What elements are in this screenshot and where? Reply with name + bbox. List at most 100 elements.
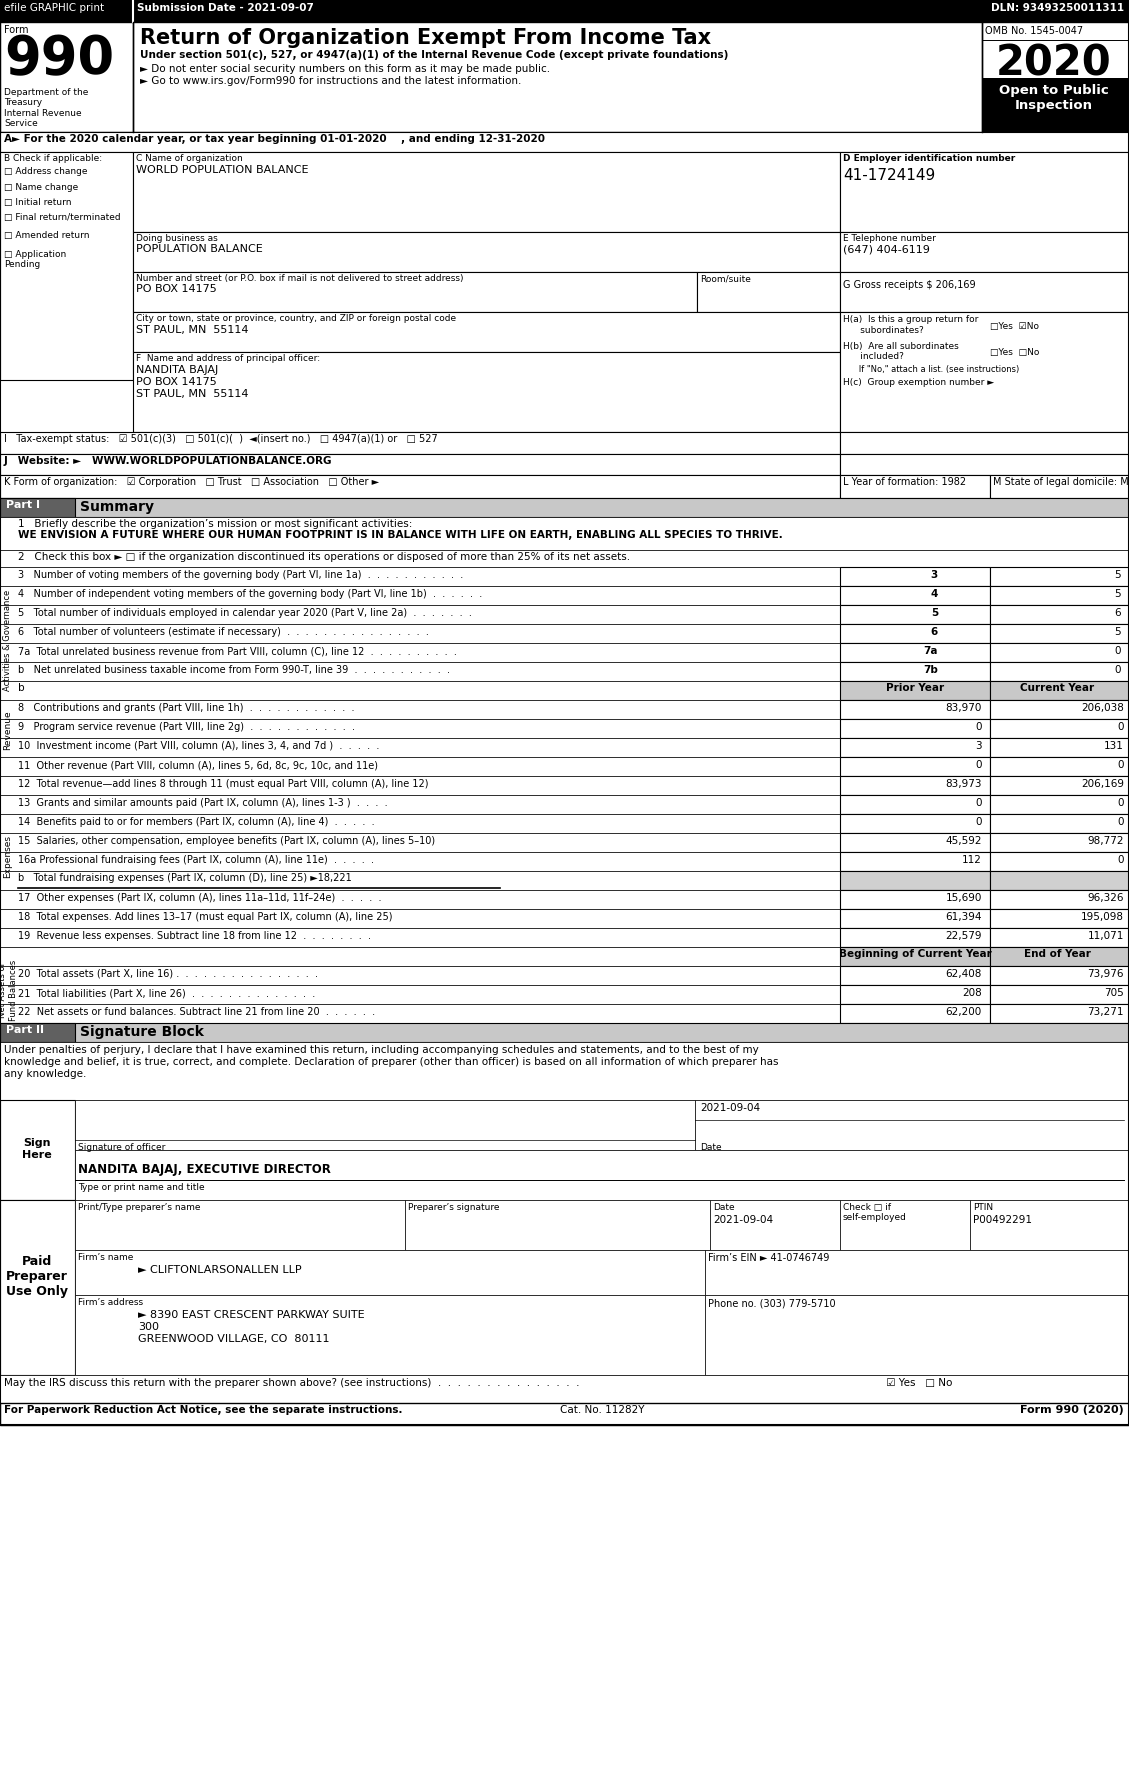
Text: □Yes  ☑No: □Yes ☑No [990,322,1039,331]
Bar [840,795,990,813]
Text: 5: 5 [1114,627,1121,638]
Bar [0,758,840,776]
Bar [405,1200,710,1250]
Bar [990,475,1129,498]
Text: Firm’s address: Firm’s address [78,1298,143,1307]
Bar [990,870,1129,890]
Bar [0,965,840,985]
Text: 7b: 7b [924,664,938,675]
Text: 0: 0 [1118,854,1124,865]
Bar [840,738,990,758]
Text: 206,038: 206,038 [1082,704,1124,713]
Bar [0,833,840,853]
Bar [840,643,990,663]
Bar [840,965,990,985]
Text: □ Amended return: □ Amended return [5,231,89,240]
Text: (647) 404-6119: (647) 404-6119 [843,245,930,254]
Bar [982,21,1129,133]
Text: 11  Other revenue (Part VIII, column (A), lines 5, 6d, 8c, 9c, 10c, and 11e): 11 Other revenue (Part VIII, column (A),… [18,759,378,770]
Bar [0,623,840,643]
Bar [840,663,990,681]
Bar [840,623,990,643]
Bar [0,853,840,870]
Text: City or town, state or province, country, and ZIP or foreign postal code: City or town, state or province, country… [135,313,456,322]
Bar [0,475,840,498]
Bar [133,152,840,233]
Text: PO BOX 14175: PO BOX 14175 [135,376,217,387]
Bar [990,776,1129,795]
Text: Firm’s EIN ► 41-0746749: Firm’s EIN ► 41-0746749 [708,1254,830,1263]
Text: 0: 0 [1118,817,1124,827]
Bar [0,738,840,758]
Bar [840,681,990,700]
Bar [0,1200,75,1375]
Text: 22,579: 22,579 [945,931,982,940]
Text: Part I: Part I [6,500,40,510]
Bar [0,947,840,965]
Bar [0,643,840,663]
Text: Prior Year: Prior Year [886,682,944,693]
Text: 3   Number of voting members of the governing body (Part VI, line 1a)  .  .  .  : 3 Number of voting members of the govern… [18,570,463,580]
Text: 2021-09-04: 2021-09-04 [714,1214,773,1225]
Bar [990,586,1129,605]
Bar [0,498,75,518]
Bar [0,133,1129,152]
Text: b   Net unrelated business taxable income from Form 990-T, line 39  .  .  .  .  : b Net unrelated business taxable income … [18,664,450,675]
Bar [840,605,990,623]
Text: 0: 0 [1118,799,1124,808]
Text: 21  Total liabilities (Part X, line 26)  .  .  .  .  .  .  .  .  .  .  .  .  .  : 21 Total liabilities (Part X, line 26) .… [18,989,315,998]
Text: 11,071: 11,071 [1087,931,1124,940]
Bar [0,518,1129,550]
Text: Firm’s name: Firm’s name [78,1254,133,1263]
Bar [710,1200,840,1250]
Bar [0,870,840,890]
Text: 12  Total revenue—add lines 8 through 11 (must equal Part VIII, column (A), line: 12 Total revenue—add lines 8 through 11 … [18,779,429,790]
Text: 96,326: 96,326 [1087,894,1124,903]
Text: 0: 0 [975,722,982,733]
Bar [0,1402,1129,1426]
Bar [840,586,990,605]
Text: 3: 3 [930,570,938,580]
Bar [840,928,990,947]
Text: subordinates?: subordinates? [843,326,924,335]
Text: 13  Grants and similar amounts paid (Part IX, column (A), lines 1-3 )  .  .  .  : 13 Grants and similar amounts paid (Part… [18,799,387,808]
Bar [840,1200,970,1250]
Bar [840,1005,990,1023]
Text: 5: 5 [1114,589,1121,598]
Text: Under penalties of perjury, I declare that I have examined this return, includin: Under penalties of perjury, I declare th… [5,1044,759,1055]
Text: POPULATION BALANCE: POPULATION BALANCE [135,244,263,254]
Bar [990,623,1129,643]
Text: E Telephone number: E Telephone number [843,235,936,244]
Text: 20  Total assets (Part X, line 16) .  .  .  .  .  .  .  .  .  .  .  .  .  .  .  : 20 Total assets (Part X, line 16) . . . … [18,969,318,980]
Bar [982,79,1129,133]
Bar [840,700,990,718]
Text: J   Website: ►   WWW.WORLDPOPULATIONBALANCE.ORG: J Website: ► WWW.WORLDPOPULATIONBALANCE.… [5,457,333,466]
Bar [0,0,1129,21]
Text: 195,098: 195,098 [1080,912,1124,922]
Text: Submission Date - 2021-09-07: Submission Date - 2021-09-07 [137,4,314,13]
Bar [990,947,1129,965]
Bar [990,718,1129,738]
Text: 3: 3 [975,741,982,750]
Text: Preparer’s signature: Preparer’s signature [408,1204,499,1213]
Text: Return of Organization Exempt From Income Tax: Return of Organization Exempt From Incom… [140,29,711,48]
Bar [0,890,840,910]
Text: 41-1724149: 41-1724149 [843,168,935,183]
Text: 45,592: 45,592 [945,836,982,845]
Text: ► Do not enter social security numbers on this form as it may be made public.: ► Do not enter social security numbers o… [140,64,550,73]
Text: 705: 705 [1104,989,1124,998]
Text: H(c)  Group exemption number ►: H(c) Group exemption number ► [843,378,995,387]
Bar [75,1150,1129,1200]
Text: 990: 990 [5,32,114,84]
Bar [840,985,990,1005]
Bar [990,890,1129,910]
Text: 98,772: 98,772 [1087,836,1124,845]
Bar [990,795,1129,813]
Text: ► 8390 EAST CRESCENT PARKWAY SUITE: ► 8390 EAST CRESCENT PARKWAY SUITE [138,1309,365,1320]
Text: 7a  Total unrelated business revenue from Part VIII, column (C), line 12  .  .  : 7a Total unrelated business revenue from… [18,647,457,656]
Text: 73,976: 73,976 [1087,969,1124,980]
Text: Type or print name and title: Type or print name and title [78,1184,204,1193]
Text: □Yes  □No: □Yes □No [990,347,1040,356]
Bar [133,353,840,432]
Text: H(b)  Are all subordinates: H(b) Are all subordinates [843,342,959,351]
